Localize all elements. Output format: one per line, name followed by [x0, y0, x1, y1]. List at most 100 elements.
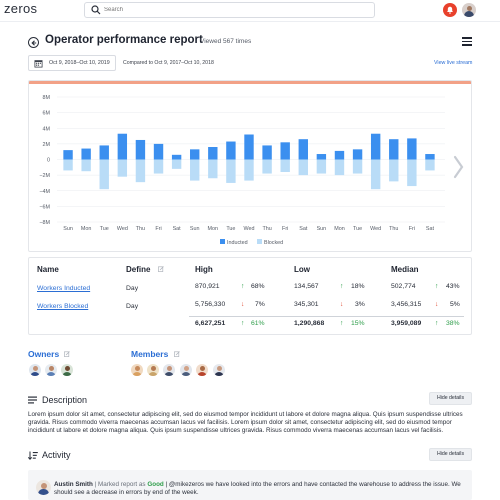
owner-avatar[interactable] [45, 364, 57, 376]
trend-up-icon: ↑ [435, 320, 439, 327]
x-tick-label: Mon [81, 226, 92, 232]
trend-up-icon: ↑ [435, 283, 439, 290]
calendar-icon [34, 60, 43, 68]
legend-swatch [220, 239, 225, 244]
member-avatar[interactable] [131, 364, 143, 376]
column-header-define: Define [126, 265, 151, 274]
owners-heading: Owners [28, 349, 60, 359]
member-avatar[interactable] [180, 364, 192, 376]
bar-chart: 8M 6M 4M 2M 0 −2M −4M −6M −8M Sun Mon Tue Wed Thu Fri S… [39, 95, 464, 246]
bar [389, 139, 399, 160]
bar [81, 159, 91, 172]
bar [171, 154, 182, 160]
owner-avatar[interactable] [29, 364, 41, 376]
trend-down-icon: ↓ [340, 301, 344, 308]
bar [171, 159, 182, 169]
activity-author[interactable]: Austin Smith [54, 481, 93, 488]
trend-up-icon: ↑ [241, 283, 245, 290]
bar [244, 134, 254, 160]
row-high-pct: 7% [255, 301, 265, 308]
activity-heading: Activity [42, 450, 71, 460]
metrics-table: Name Define High Low Median Workers Indu… [28, 257, 472, 335]
edit-icon[interactable] [174, 351, 180, 357]
x-tick-label: Tue [226, 226, 235, 232]
column-header-low: Low [294, 265, 310, 274]
edit-icon[interactable] [64, 351, 70, 357]
trend-up-icon: ↑ [340, 283, 344, 290]
bar [370, 159, 381, 190]
bar [370, 133, 381, 160]
bar [208, 147, 218, 160]
view-live-stream-link[interactable]: View live stream [434, 60, 473, 66]
activity-author-avatar[interactable] [36, 480, 51, 495]
bar [117, 133, 128, 160]
x-tick-label: Sat [426, 226, 435, 232]
chevron-right-icon[interactable] [453, 155, 464, 179]
edit-icon[interactable] [158, 266, 164, 272]
hide-details-button[interactable]: Hide details [429, 392, 472, 405]
row-name-link[interactable]: Workers Inducted [37, 285, 91, 292]
x-tick-label: Thu [389, 226, 398, 232]
bar [190, 149, 200, 160]
row-high-pct: 68% [251, 283, 265, 290]
bar [334, 150, 345, 160]
bar [389, 159, 399, 182]
y-tick-label: 4M [43, 126, 51, 132]
bar [63, 150, 73, 160]
bar [153, 143, 164, 160]
y-tick-label: −2M [39, 173, 50, 179]
bar [63, 159, 73, 171]
row-name-link[interactable]: Workers Blocked [37, 303, 89, 310]
search-icon [91, 5, 101, 15]
date-range-picker[interactable]: Oct 9, 2018–Oct 10, 2019 [28, 55, 116, 71]
bar [226, 141, 236, 160]
x-tick-label: Sat [173, 226, 182, 232]
legend-swatch [257, 239, 262, 244]
notifications-button[interactable] [443, 3, 457, 17]
description-heading: Description [42, 395, 88, 405]
total-median-pct: 38% [446, 320, 460, 327]
bar [99, 159, 109, 190]
member-avatar[interactable] [163, 364, 175, 376]
bar [208, 159, 218, 179]
search-box[interactable] [84, 2, 375, 18]
app-logo[interactable]: zeros [4, 1, 38, 16]
member-avatar[interactable] [147, 364, 159, 376]
trend-down-icon: ↓ [435, 301, 439, 308]
trend-down-icon: ↓ [241, 301, 245, 308]
x-tick-label: Fri [409, 226, 415, 232]
hamburger-menu-icon[interactable] [462, 37, 472, 46]
bar [244, 159, 254, 181]
arrow-left-icon [31, 39, 37, 46]
row-high-value: 870,921 [195, 283, 220, 290]
user-avatar[interactable] [462, 3, 476, 17]
member-avatar[interactable] [213, 364, 225, 376]
x-tick-label: Mon [208, 226, 219, 232]
bar [407, 138, 417, 160]
legend-label: Blocked [264, 240, 283, 246]
search-input[interactable] [104, 4, 364, 16]
hide-details-button[interactable]: Hide details [429, 448, 472, 461]
total-high-value: 6,627,251 [195, 320, 226, 327]
text-lines-icon [28, 396, 37, 404]
x-tick-label: Sat [299, 226, 308, 232]
row-low-pct: 3% [355, 301, 365, 308]
activity-body: | @mikezeros we have looked into the err… [54, 481, 461, 496]
member-avatar[interactable] [196, 364, 208, 376]
y-tick-label: 8M [43, 95, 51, 101]
view-count: Viewed 567 times [200, 38, 252, 45]
bar [316, 154, 327, 160]
description-text: Lorem ipsum dolor sit amet, consectetur … [28, 411, 463, 434]
x-tick-label: Sun [63, 226, 73, 232]
bar [81, 148, 91, 160]
sort-icon [28, 451, 38, 460]
owner-avatar[interactable] [61, 364, 73, 376]
top-navbar: zeros [0, 0, 500, 22]
x-tick-label: Mon [334, 226, 345, 232]
y-tick-label: 0 [47, 158, 50, 164]
bar [226, 159, 236, 183]
back-button[interactable] [28, 37, 39, 48]
bar [298, 159, 308, 176]
y-tick-label: 2M [43, 142, 51, 148]
row-low-value: 134,567 [294, 283, 319, 290]
